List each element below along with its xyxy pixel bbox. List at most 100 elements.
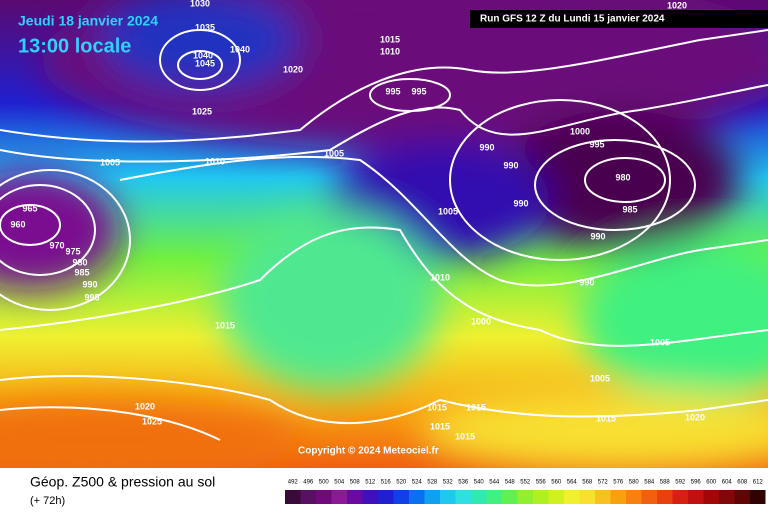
isobar-label: 990 <box>479 142 494 152</box>
legend-label: 588 <box>660 480 671 486</box>
isobar-label: 1035 <box>195 22 215 32</box>
legend-swatch <box>455 490 471 504</box>
isobar-label: 1025 <box>192 106 212 116</box>
legend-swatch <box>533 490 549 504</box>
legend-swatch <box>378 490 394 504</box>
copyright: Copyright © 2024 Meteociel.fr <box>298 446 439 457</box>
legend-swatch <box>734 490 750 504</box>
isobar-label: 1040 <box>193 50 213 60</box>
legend-label: 512 <box>365 480 376 486</box>
run-label: Run GFS 12 Z du Lundi 15 janvier 2024 <box>480 14 665 25</box>
isobar-label: 1010 <box>380 46 400 56</box>
legend-label: 516 <box>381 480 392 486</box>
legend-swatch <box>471 490 487 504</box>
isobar-label: 995 <box>411 86 426 96</box>
isobar-label: 960 <box>10 219 25 229</box>
legend-swatch <box>440 490 456 504</box>
legend-label: 572 <box>598 480 609 486</box>
legend-label: 600 <box>706 480 717 486</box>
legend-label: 608 <box>737 480 748 486</box>
isobar-label: 995 <box>84 292 99 302</box>
legend-swatch <box>579 490 595 504</box>
isobar-label: 990 <box>579 277 594 287</box>
legend-label: 540 <box>474 480 485 486</box>
legend-swatch <box>331 490 347 504</box>
isobar-label: 990 <box>513 198 528 208</box>
legend-swatch <box>626 490 642 504</box>
legend-label: 536 <box>458 480 469 486</box>
legend-label: 552 <box>520 480 531 486</box>
isobar-label: 1015 <box>427 402 447 412</box>
legend-swatch <box>641 490 657 504</box>
legend-swatch <box>750 490 766 504</box>
isobar-label: 1000 <box>570 126 590 136</box>
legend-label: 604 <box>722 480 733 486</box>
legend-swatch <box>548 490 564 504</box>
isobar-label: 1020 <box>135 401 155 411</box>
isobars <box>0 29 768 441</box>
legend-swatch <box>595 490 611 504</box>
legend-label: 576 <box>613 480 624 486</box>
legend-label: 568 <box>582 480 593 486</box>
isobar-label: 1005 <box>438 206 458 216</box>
isobar-label: 1045 <box>195 58 215 68</box>
isobar-label: 1015 <box>596 413 616 423</box>
isobar-label: 990 <box>82 279 97 289</box>
legend-label: 612 <box>753 480 764 486</box>
isobar-label: 1010 <box>430 272 450 282</box>
legend-swatch <box>610 490 626 504</box>
geopotential-field <box>0 0 768 468</box>
legend-label: 504 <box>334 480 345 486</box>
legend-label: 520 <box>396 480 407 486</box>
legend-label: 556 <box>536 480 547 486</box>
isobar-label: 995 <box>589 139 604 149</box>
legend-swatch <box>362 490 378 504</box>
legend-label: 508 <box>350 480 361 486</box>
isobar-label: 1015 <box>430 421 450 431</box>
isobar-label: 995 <box>385 86 400 96</box>
isobar-label: 1015 <box>215 320 235 330</box>
legend-label: 532 <box>443 480 454 486</box>
legend-label: 492 <box>288 480 299 486</box>
legend-label: 500 <box>319 480 330 486</box>
legend-swatch <box>409 490 425 504</box>
isobar-label: 1015 <box>466 402 486 412</box>
legend-label: 584 <box>644 480 655 486</box>
isobar-label: 990 <box>590 231 605 241</box>
legend-swatch <box>285 490 301 504</box>
isobar-label: 965 <box>22 203 37 213</box>
isobar-label: 1025 <box>142 416 162 426</box>
legend-swatch <box>672 490 688 504</box>
isobar-label: 975 <box>65 246 80 256</box>
isobar-label: 1005 <box>324 148 344 158</box>
legend: 492 496 500 504 508 512 516 520 524 528 532 536 540 5… <box>285 480 766 504</box>
isobar-label: 1020 <box>685 412 705 422</box>
isobar-label: 1015 <box>380 34 400 44</box>
legend-swatch <box>424 490 440 504</box>
isobar-label: 980 <box>72 257 87 267</box>
legend-label: 524 <box>412 480 423 486</box>
isobar-label: 980 <box>615 172 630 182</box>
isobar-label: 970 <box>49 240 64 250</box>
isobar-label: 1040 <box>230 44 250 54</box>
legend-swatch <box>316 490 332 504</box>
run-box <box>470 10 768 28</box>
legend-label: 560 <box>551 480 562 486</box>
legend-label: 548 <box>505 480 516 486</box>
isobar-label: 990 <box>503 160 518 170</box>
legend-label: 596 <box>691 480 702 486</box>
legend-swatch <box>393 490 409 504</box>
legend-swatch <box>703 490 719 504</box>
isobar-label: 1020 <box>283 64 303 74</box>
isobar-label: 1030 <box>190 0 210 8</box>
legend-swatch <box>517 490 533 504</box>
legend-label: 544 <box>489 480 500 486</box>
legend-swatch <box>347 490 363 504</box>
caption: Géop. Z500 & pression au sol <box>30 474 215 490</box>
legend-label: 592 <box>675 480 686 486</box>
lead-time: (+ 72h) <box>30 495 65 507</box>
legend-swatch <box>688 490 704 504</box>
